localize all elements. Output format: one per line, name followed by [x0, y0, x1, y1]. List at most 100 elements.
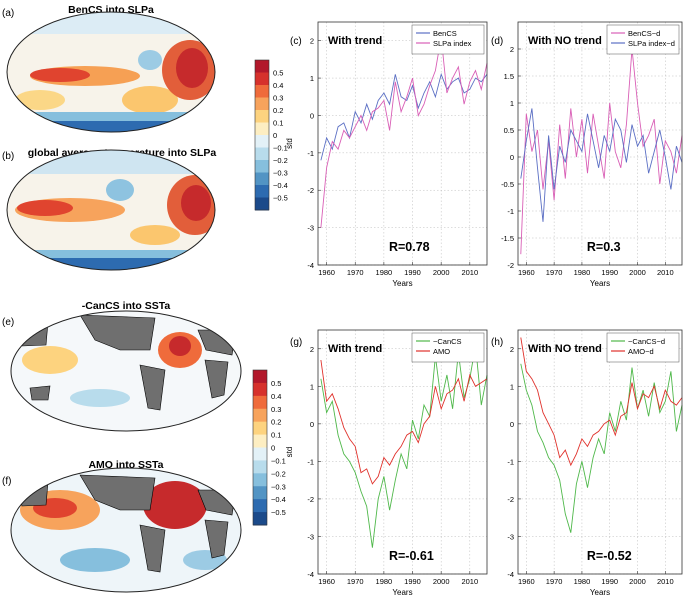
legend-box [411, 332, 485, 363]
y-tick-label: 0 [310, 420, 314, 429]
map-f-letter: (f) [2, 476, 11, 487]
map-b-letter: (b) [2, 151, 14, 162]
x-tick-label: 1980 [376, 268, 393, 277]
y-tick-label: 0 [510, 420, 514, 429]
correlation-annotation: R=-0.61 [389, 549, 434, 563]
y-axis-label: std [285, 138, 294, 149]
colorbar-tick-label: −0.2 [271, 469, 286, 478]
panel-title: With trend [328, 35, 382, 47]
colorbar-tick-label: 0.5 [271, 379, 281, 388]
map-e-letter: (e) [2, 317, 14, 328]
colorbar-swatch [255, 97, 269, 111]
plot-area [318, 330, 487, 574]
map-f: (f) AMO into SSTa [2, 459, 242, 593]
legend-label: BenCS−d [628, 29, 660, 38]
y-tick-label: -1 [307, 149, 314, 158]
y-tick-label: -3 [307, 224, 314, 233]
y-tick-label: -3 [307, 532, 314, 541]
panel-letter: (c) [290, 36, 302, 47]
colorbar-swatch [255, 72, 269, 86]
axes-frame [317, 329, 488, 575]
x-tick-label: 2010 [657, 268, 674, 277]
y-axis-label: std [285, 447, 294, 458]
y-tick-label: -2 [507, 261, 514, 270]
colorbar-swatch [253, 499, 267, 513]
x-tick-label: 2000 [629, 268, 646, 277]
y-tick-label: 1 [310, 74, 314, 83]
x-tick-label: 2010 [461, 577, 478, 586]
colorbar-tick-label: 0.2 [271, 418, 281, 427]
colorbar-swatch [253, 473, 267, 487]
axes-frame [517, 329, 683, 575]
x-tick-label: 1980 [574, 577, 591, 586]
chart-panel-c: 2 1 0 -1 -2 -3 -4 1960 1970 1980 1990 2000 2010 With … [285, 21, 488, 288]
colorbar-swatch [255, 172, 269, 186]
y-tick-label: 1 [310, 382, 314, 391]
y-tick-label: -4 [507, 570, 514, 579]
colorbar-swatch [255, 160, 269, 173]
map-b: (b) global average temperature into SLPa [2, 147, 216, 271]
colorbar-swatch [253, 512, 267, 526]
y-tick-label: 1 [510, 382, 514, 391]
series-line [520, 363, 683, 533]
colorbar-tick-label: 0.3 [271, 405, 281, 414]
legend-label: BenCS [433, 29, 457, 38]
legend-box [606, 24, 680, 55]
map-a-letter: (a) [2, 8, 14, 19]
x-tick-label: 1970 [347, 577, 364, 586]
axes-frame [517, 21, 683, 266]
colorbar-swatch [253, 395, 267, 410]
colorbar-swatch [253, 447, 267, 461]
colorbar-swatch [253, 460, 267, 474]
x-tick-label: 2000 [433, 268, 450, 277]
legend-box [411, 24, 485, 55]
colorbar-tick-label: −0.1 [271, 456, 286, 465]
plot-area [318, 22, 487, 265]
y-tick-label: -1 [307, 457, 314, 466]
x-tick-label: 1970 [546, 577, 563, 586]
correlation-annotation: R=-0.52 [587, 549, 632, 563]
y-tick-label: 0 [310, 111, 314, 120]
y-tick-label: 0.5 [504, 126, 514, 135]
correlation-annotation: R=0.78 [389, 240, 430, 254]
colorbar-tick-label: 0.1 [271, 431, 281, 440]
series-line [320, 359, 488, 485]
y-tick-label: -3 [507, 532, 514, 541]
panel-title: With NO trend [528, 35, 602, 47]
series-line [320, 36, 488, 228]
x-axis-label: Years [590, 279, 610, 288]
y-tick-label: -4 [307, 570, 314, 579]
y-tick-label: 2 [510, 345, 514, 354]
y-tick-label: -2 [307, 186, 314, 195]
colorbar-tick-label: −0.3 [273, 169, 288, 178]
x-tick-label: 1990 [404, 577, 421, 586]
colorbar-frame [252, 369, 268, 526]
colorbar-swatch [255, 135, 269, 148]
legend-label: SLPa index−d [628, 39, 675, 48]
x-tick-label: 1960 [518, 268, 535, 277]
colorbar-tick-label: −0.4 [271, 495, 286, 504]
panel-letter: (d) [491, 36, 503, 47]
panel-letter: (g) [290, 337, 302, 348]
y-tick-label: -1 [507, 207, 514, 216]
colorbar-top: 0.5 0.4 0.3 0.2 0.1 0 −0.1 −0.2 −0.3 −0.4 −0.5 [254, 59, 288, 211]
y-tick-label: 0 [510, 153, 514, 162]
colorbar-swatch [255, 147, 269, 161]
colorbar-swatch [253, 421, 267, 436]
correlation-annotation: R=0.3 [587, 240, 621, 254]
y-tick-label: -4 [307, 261, 314, 270]
x-tick-label: 1970 [347, 268, 364, 277]
colorbar-tick-label: 0 [271, 444, 275, 453]
plot-area [518, 22, 682, 265]
x-axis-label: Years [590, 588, 610, 597]
y-tick-label: -2 [307, 495, 314, 504]
chart-panel-g: 2 1 0 -1 -2 -3 -4 1960 1970 1980 1990 2000 2010 With … [285, 329, 488, 597]
y-tick-label: 1.5 [504, 72, 514, 81]
colorbar-swatch [255, 60, 269, 73]
y-tick-label: -1.5 [501, 234, 514, 243]
colorbar-tick-label: 0.1 [273, 119, 283, 128]
x-tick-label: 1990 [601, 577, 618, 586]
colorbar-tick-label: −0.1 [273, 144, 288, 153]
x-tick-label: 2010 [657, 577, 674, 586]
